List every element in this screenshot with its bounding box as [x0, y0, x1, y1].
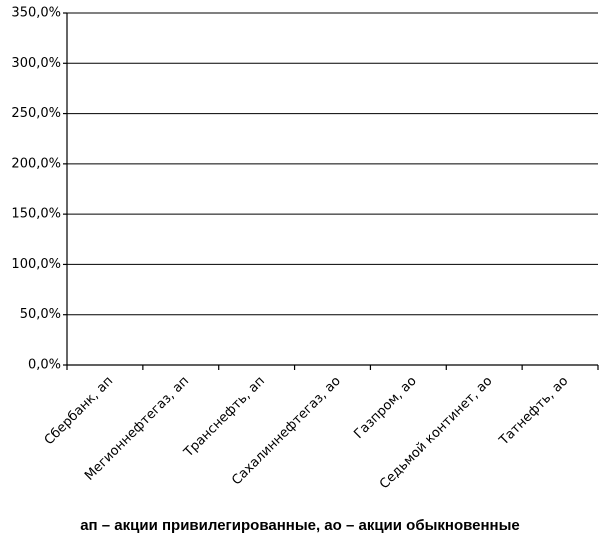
y-tick-label: 100,0% [11, 257, 61, 272]
y-tick-label: 0,0% [28, 358, 61, 373]
y-tick-label: 150,0% [11, 207, 61, 222]
x-tick-label: Сбербанк, ап [42, 374, 117, 449]
x-tick-label: Татнефть, ао [496, 374, 571, 449]
y-tick-label: 300,0% [11, 56, 61, 71]
y-tick-label: 350,0% [11, 6, 61, 21]
y-tick-label: 250,0% [11, 106, 61, 121]
y-tick-label: 200,0% [11, 156, 61, 171]
x-tick-label: Газпром, ао [351, 374, 419, 442]
caption: ап – акции привилегированные, ао – акции… [80, 517, 520, 534]
y-tick-label: 50,0% [20, 307, 61, 322]
x-tick-label: Транснефть, ап [181, 374, 268, 461]
